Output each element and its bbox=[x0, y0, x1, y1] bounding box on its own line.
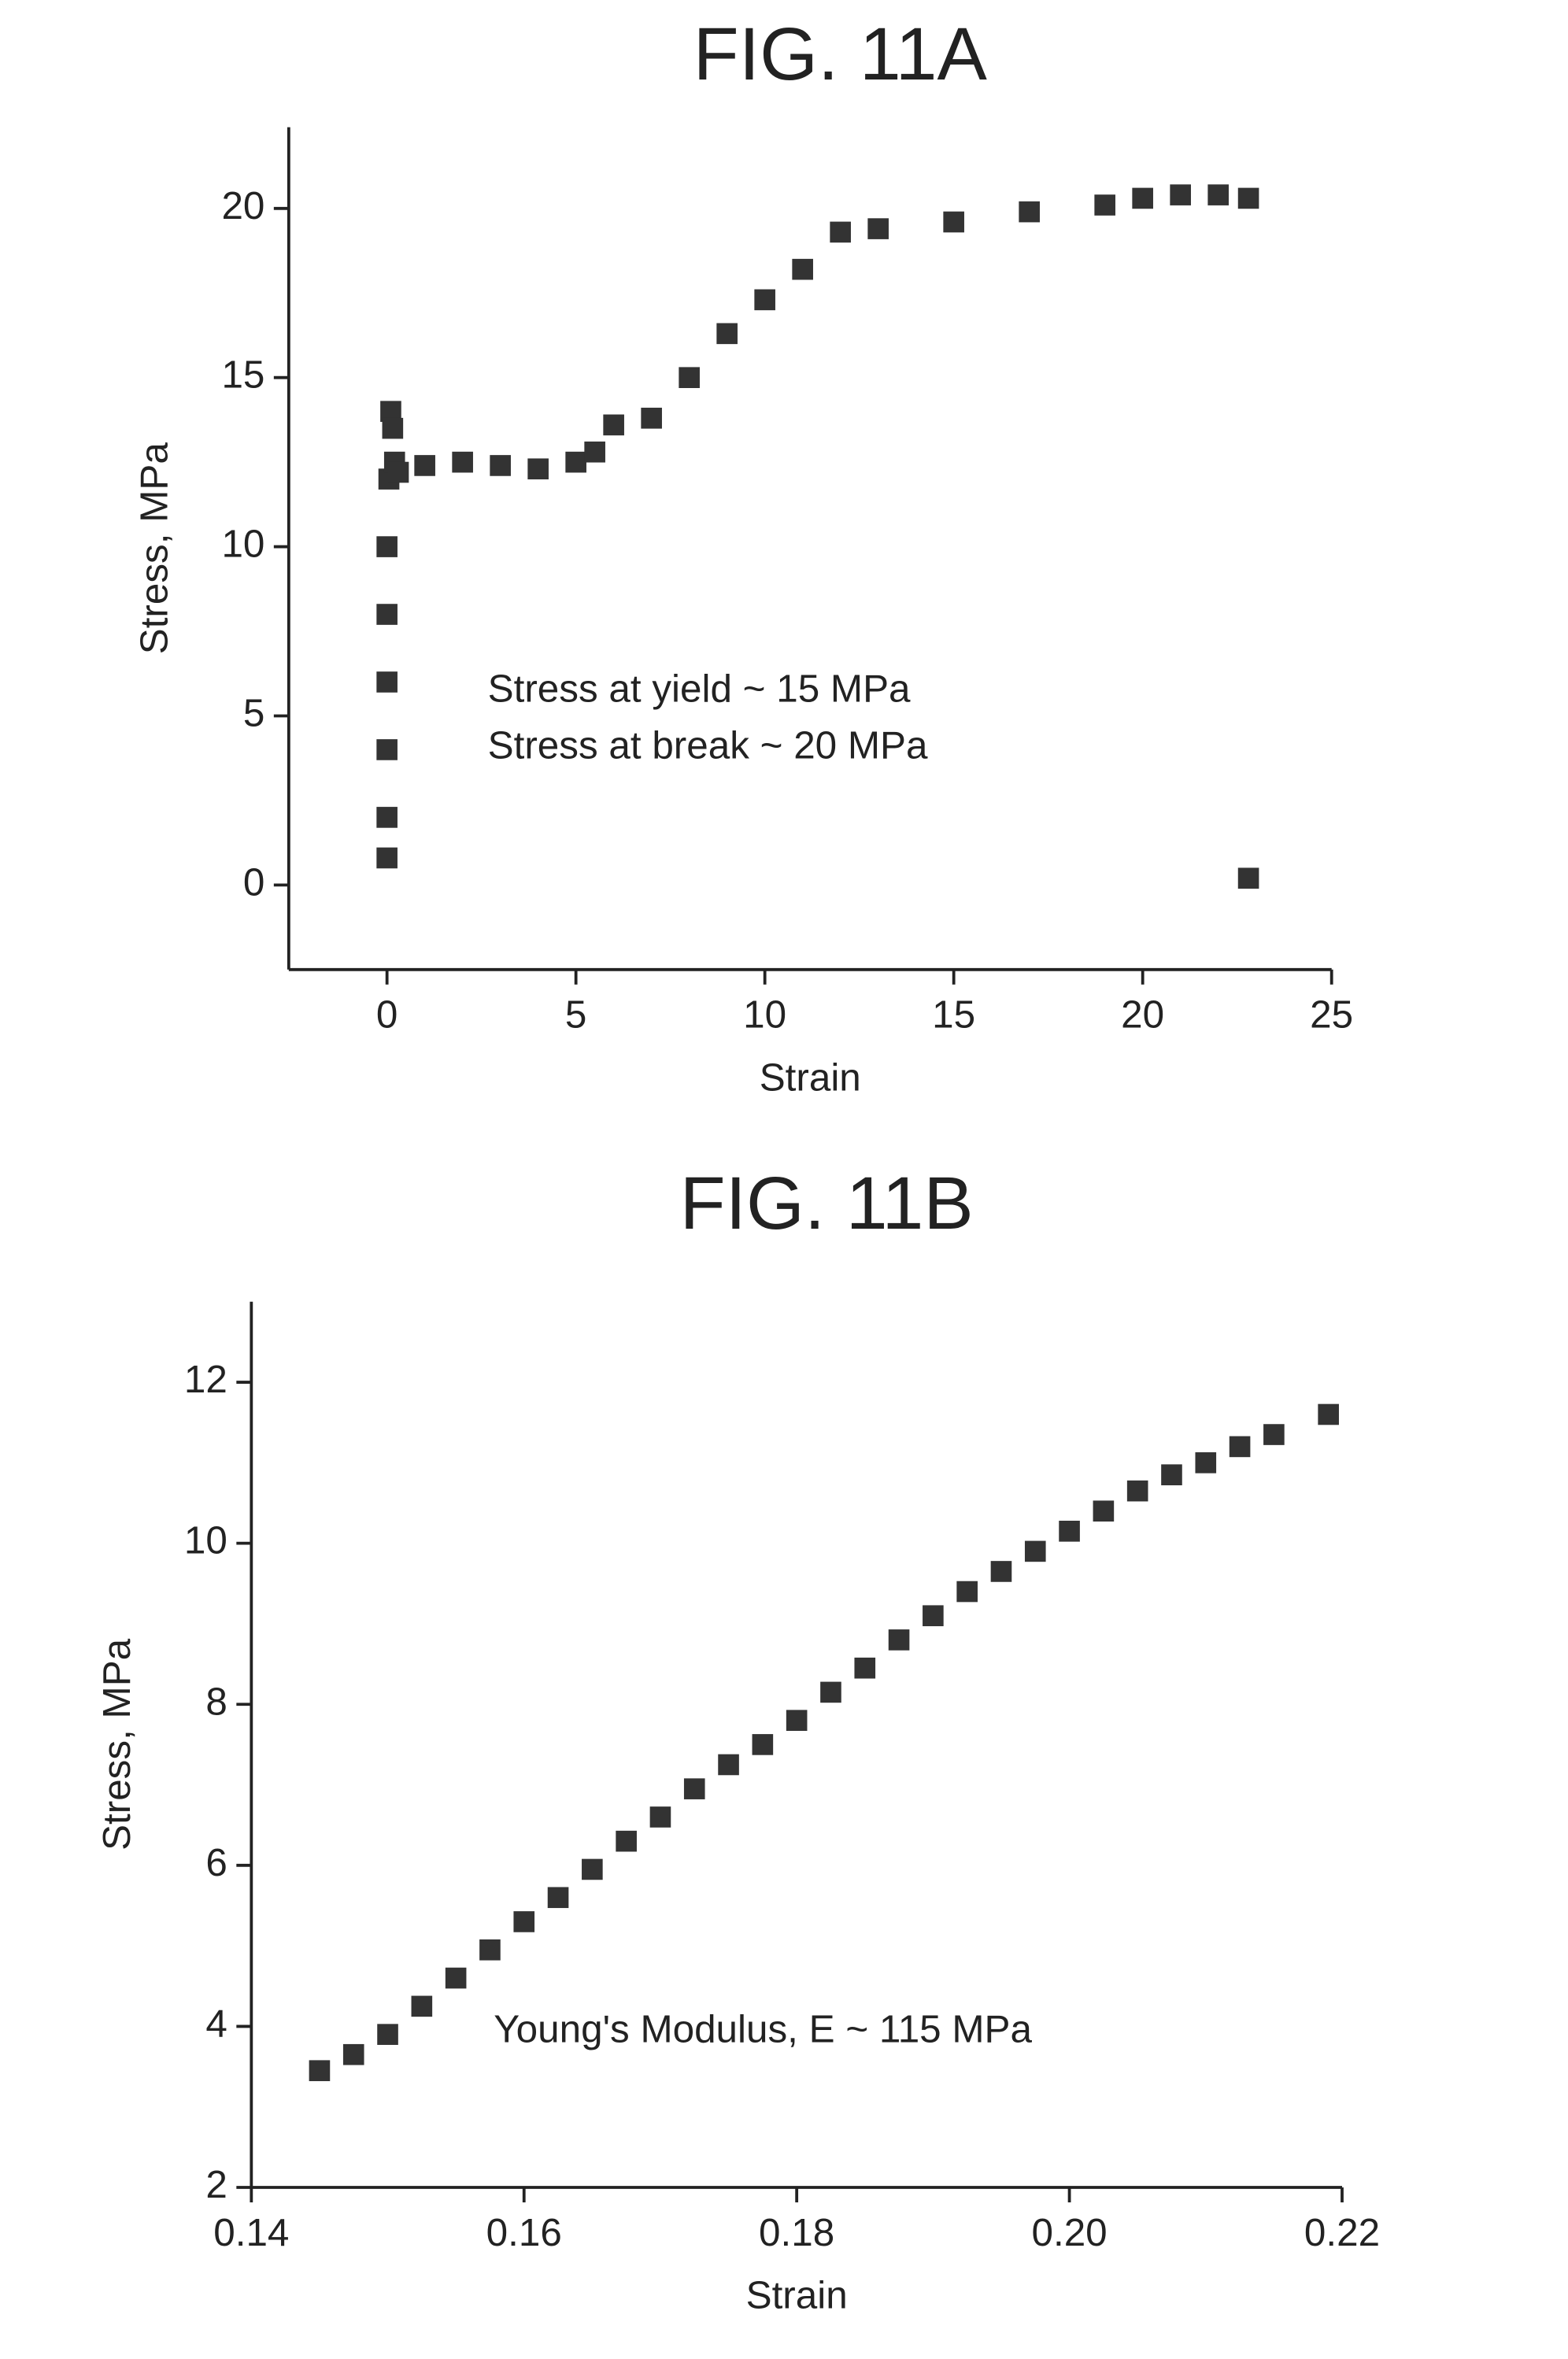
data-point bbox=[388, 462, 409, 483]
y-axis-label: Stress, MPa bbox=[95, 1638, 139, 1851]
data-point bbox=[414, 455, 435, 476]
y-tick-label: 2 bbox=[205, 2163, 227, 2206]
data-point bbox=[1207, 184, 1229, 205]
y-tick-label: 0 bbox=[243, 860, 264, 904]
data-point bbox=[943, 212, 964, 233]
data-point bbox=[956, 1581, 978, 1603]
chart-title: FIG. 11A bbox=[693, 13, 988, 96]
y-tick-label: 8 bbox=[205, 1680, 227, 1723]
y-tick-label: 10 bbox=[221, 523, 264, 566]
data-point bbox=[1025, 1541, 1046, 1562]
data-point bbox=[754, 290, 775, 311]
y-tick-label: 15 bbox=[221, 353, 264, 397]
x-tick-label: 20 bbox=[1121, 993, 1164, 1037]
data-point bbox=[616, 1831, 637, 1852]
data-point bbox=[565, 452, 586, 473]
data-point bbox=[479, 1939, 501, 1961]
data-point bbox=[1170, 184, 1191, 205]
y-tick-label: 12 bbox=[184, 1358, 227, 1401]
data-point bbox=[1263, 1424, 1285, 1445]
data-point bbox=[786, 1710, 808, 1731]
data-point bbox=[452, 452, 473, 473]
x-tick-label: 0 bbox=[376, 993, 398, 1037]
annotation: Stress at break ~ 20 MPa bbox=[488, 724, 928, 767]
data-point bbox=[527, 458, 549, 479]
data-point bbox=[1318, 1404, 1339, 1425]
data-point bbox=[343, 2044, 364, 2065]
data-point bbox=[1195, 1452, 1216, 1473]
data-point bbox=[376, 604, 398, 625]
x-axis-label: Strain bbox=[746, 2274, 848, 2317]
data-point bbox=[603, 415, 624, 436]
x-axis-label: Strain bbox=[760, 1056, 861, 1099]
data-point bbox=[376, 536, 398, 557]
data-point bbox=[1230, 1436, 1251, 1458]
data-point bbox=[309, 2060, 331, 2081]
data-point bbox=[641, 408, 662, 429]
page: {"chart_data": [ {"type": "scatter", "ti… bbox=[0, 0, 1568, 2355]
data-point bbox=[991, 1561, 1012, 1582]
data-point bbox=[1238, 188, 1259, 209]
data-point bbox=[446, 1968, 467, 1989]
x-tick-label: 0.16 bbox=[486, 2211, 562, 2254]
data-point bbox=[679, 367, 700, 388]
y-axis-label: Stress, MPa bbox=[133, 442, 176, 655]
data-point bbox=[584, 442, 605, 463]
data-point bbox=[376, 739, 398, 760]
data-point bbox=[376, 848, 398, 869]
data-point bbox=[718, 1754, 739, 1776]
data-point bbox=[650, 1806, 671, 1828]
data-point bbox=[1093, 1500, 1115, 1522]
data-point bbox=[383, 418, 404, 439]
data-point bbox=[412, 1996, 433, 2017]
data-point bbox=[1132, 188, 1153, 209]
data-point bbox=[1238, 867, 1259, 889]
x-tick-label: 0.22 bbox=[1304, 2211, 1380, 2254]
data-point bbox=[377, 2024, 398, 2045]
y-tick-label: 4 bbox=[205, 2002, 227, 2045]
annotation: Young's Modulus, E ~ 115 MPa bbox=[494, 2007, 1032, 2050]
data-point bbox=[1127, 1481, 1148, 1502]
y-tick-label: 5 bbox=[243, 692, 264, 735]
data-point bbox=[753, 1734, 774, 1755]
chart-title: FIG. 11B bbox=[680, 1162, 974, 1245]
data-point bbox=[376, 807, 398, 828]
data-point bbox=[1094, 194, 1115, 216]
y-tick-label: 10 bbox=[184, 1519, 227, 1562]
data-point bbox=[820, 1682, 841, 1703]
data-point bbox=[830, 222, 851, 243]
data-point bbox=[513, 1911, 534, 1932]
data-point bbox=[376, 671, 398, 693]
data-point bbox=[889, 1629, 910, 1651]
x-tick-label: 10 bbox=[743, 993, 786, 1037]
data-point bbox=[716, 324, 738, 345]
x-tick-label: 5 bbox=[565, 993, 586, 1037]
x-tick-label: 0.14 bbox=[213, 2211, 289, 2254]
annotation: Stress at yield ~ 15 MPa bbox=[488, 667, 911, 710]
y-tick-label: 20 bbox=[221, 184, 264, 227]
x-tick-label: 25 bbox=[1310, 993, 1353, 1037]
data-point bbox=[867, 218, 889, 239]
data-point bbox=[1059, 1521, 1080, 1542]
data-point bbox=[792, 259, 813, 280]
data-point bbox=[923, 1605, 944, 1626]
x-tick-label: 0.18 bbox=[759, 2211, 834, 2254]
x-tick-label: 15 bbox=[932, 993, 975, 1037]
data-point bbox=[490, 455, 511, 476]
data-point bbox=[684, 1778, 705, 1799]
figure: FIG. 11A 0 5 10 15 20 25 0 5 10 15 20 Strain Stress, … bbox=[0, 0, 1568, 2355]
x-tick-label: 0.20 bbox=[1031, 2211, 1107, 2254]
data-point bbox=[1019, 202, 1040, 223]
data-point bbox=[582, 1859, 603, 1880]
data-point bbox=[1161, 1464, 1182, 1485]
y-tick-label: 6 bbox=[205, 1841, 227, 1884]
data-point bbox=[548, 1887, 569, 1908]
data-point bbox=[854, 1658, 875, 1679]
